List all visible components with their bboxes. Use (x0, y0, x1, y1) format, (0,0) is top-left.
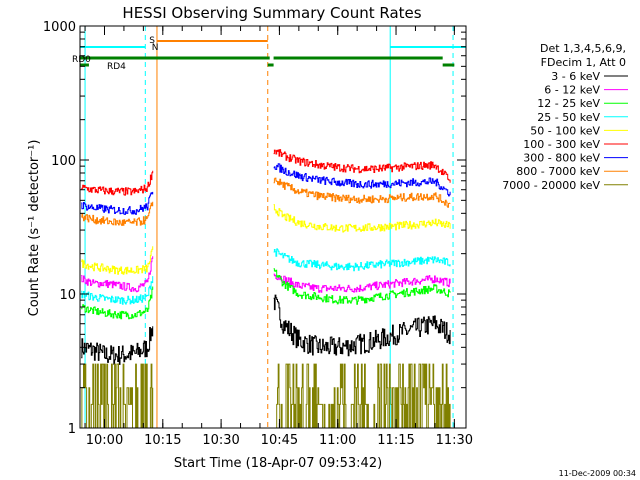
series-8-segment-1 (81, 201, 154, 226)
y-tick-label-2: 100 (51, 154, 76, 169)
flag-label-rd0: RD0 (72, 55, 91, 65)
y-tick-label-3: 1000 (43, 20, 76, 35)
plot-frame (79, 25, 467, 429)
legend-label-6: 100 - 300 keV (523, 138, 600, 151)
x-tick-label-3: 10:45 (261, 433, 298, 448)
x-tick-label-0: 10:00 (86, 433, 123, 448)
series-7-segment-1 (81, 191, 154, 215)
series-9-segment-2 (273, 363, 451, 429)
series-2-segment-2 (273, 273, 451, 293)
legend-header-line-1: Det 1,3,4,5,6,9, (540, 42, 626, 55)
x-tick-label-1: 10:15 (144, 433, 181, 448)
series-4-segment-1 (81, 276, 154, 305)
legend-label-4: 25 - 50 keV (537, 111, 600, 124)
legend-label-7: 300 - 800 keV (523, 152, 600, 165)
x-axis-label: Start Time (18-Apr-07 09:53:42) (174, 456, 382, 471)
legend-header-line-2: FDecim 1, Att 0 (541, 56, 626, 69)
series-7-segment-2 (273, 163, 451, 197)
series-4-segment-2 (273, 248, 451, 272)
flag-label-rd4: RD4 (107, 62, 126, 72)
y-tick-label-1: 10 (59, 288, 76, 303)
legend: Det 1,3,4,5,6,9, FDecim 1, Att 0 3 - 6 k… (502, 42, 628, 192)
series-9-segment-1 (81, 363, 154, 429)
y-axis-label: Count Rate (s⁻¹ detector⁻¹) (27, 140, 42, 317)
series-5-segment-2 (273, 204, 451, 233)
x-tick-label-2: 10:30 (202, 433, 239, 448)
legend-label-3: 12 - 25 keV (537, 97, 600, 110)
legend-label-2: 6 - 12 keV (544, 84, 600, 97)
x-tick-label-6: 11:30 (436, 433, 473, 448)
y-tick-label-0: 1 (68, 422, 76, 437)
legend-label-1: 3 - 6 keV (551, 70, 600, 83)
legend-label-8: 800 - 7000 keV (516, 165, 600, 178)
chart-title: HESSI Observing Summary Count Rates (122, 4, 421, 22)
x-tick-label-4: 11:00 (319, 433, 356, 448)
series-8-segment-2 (273, 177, 451, 208)
legend-label-9: 7000 - 20000 keV (502, 179, 600, 192)
plot-area: SN RD0 RD4 1 10 100 1000 10:00 10:15 10:30 10:45 11… (43, 20, 473, 448)
series-5-segment-1 (81, 246, 154, 275)
footer-timestamp: 11-Dec-2009 00:34 (559, 469, 636, 478)
legend-label-5: 50 - 100 keV (530, 124, 600, 137)
series-3-segment-1 (81, 286, 154, 320)
series-2-segment-1 (81, 256, 154, 293)
series-3-segment-2 (273, 268, 451, 305)
flag-label-n: N (152, 43, 159, 53)
series-6-segment-2 (273, 149, 451, 183)
flag-label-s: S (149, 36, 155, 46)
x-tick-label-5: 11:15 (377, 433, 414, 448)
series-1-segment-2 (273, 294, 451, 357)
series-1-segment-1 (81, 326, 154, 365)
series-6-segment-1 (81, 170, 154, 196)
